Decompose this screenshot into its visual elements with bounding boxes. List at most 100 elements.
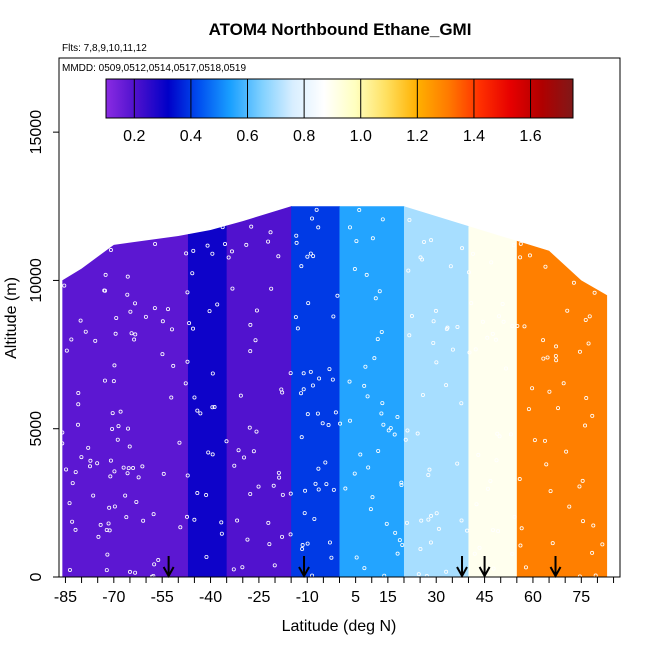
sample-point <box>126 466 131 471</box>
sample-point <box>67 501 72 506</box>
sample-point <box>204 554 209 559</box>
sample-point <box>79 455 84 460</box>
flight-arrows <box>162 556 562 579</box>
sample-point <box>141 518 146 523</box>
sample-point <box>404 520 409 525</box>
sample-point <box>212 405 217 410</box>
sample-point <box>67 567 72 572</box>
sample-point <box>271 483 276 488</box>
sample-point <box>363 364 368 369</box>
sample-point <box>151 512 156 517</box>
sample-point <box>490 331 495 336</box>
y-tick-label: 5000 <box>28 411 45 447</box>
sample-point <box>591 523 596 528</box>
sample-point <box>418 255 423 260</box>
sample-point <box>400 542 405 547</box>
sample-point <box>465 528 470 533</box>
sample-point <box>577 574 582 577</box>
colorbar-ticks: 0.2 0.4 0.6 0.8 1.0 1.2 1.4 1.6 <box>123 79 542 145</box>
sample-point <box>584 396 589 401</box>
sample-point <box>96 534 101 539</box>
sample-point <box>426 517 431 522</box>
sample-point <box>183 381 188 386</box>
sample-point <box>379 411 384 416</box>
sample-point <box>393 530 398 535</box>
sample-point <box>267 542 272 547</box>
sample-point <box>474 502 479 507</box>
sample-point <box>124 515 129 520</box>
sample-point <box>518 241 523 246</box>
sample-point <box>299 435 304 440</box>
sample-point <box>253 338 258 343</box>
sample-point <box>522 324 527 329</box>
sample-point <box>169 327 174 332</box>
sample-point <box>519 526 524 531</box>
sample-point <box>302 511 307 516</box>
sample-point <box>226 255 231 260</box>
sample-point <box>78 318 83 323</box>
sample-point <box>206 450 211 455</box>
sample-point <box>327 540 332 545</box>
sample-point <box>125 274 130 279</box>
sample-point <box>133 301 138 306</box>
sample-point <box>113 331 118 336</box>
sample-point <box>305 254 310 259</box>
sample-point <box>495 431 500 436</box>
sample-point <box>224 439 229 444</box>
sample-point <box>156 558 161 563</box>
x-tick-label: -85 <box>54 589 77 606</box>
sample-point <box>365 394 370 399</box>
sample-point <box>544 462 549 467</box>
sample-point <box>277 475 282 480</box>
sample-point <box>424 573 429 577</box>
sample-point <box>102 288 107 293</box>
sample-point <box>248 322 253 327</box>
sample-point <box>416 572 421 577</box>
curtain-region <box>468 206 518 577</box>
x-tick-label: -10 <box>296 589 319 606</box>
sample-point <box>380 217 385 222</box>
sample-point <box>245 537 250 542</box>
sample-point <box>422 239 427 244</box>
sample-point <box>347 379 352 384</box>
sample-point <box>489 260 494 265</box>
sample-point <box>392 432 397 437</box>
sample-point <box>527 253 532 258</box>
sample-point <box>105 552 110 557</box>
arrow-marker <box>549 556 562 579</box>
sample-point <box>399 483 404 488</box>
sample-point <box>310 216 315 221</box>
sample-point <box>347 418 352 423</box>
sample-point <box>294 233 299 238</box>
sample-point <box>577 484 582 489</box>
sample-point <box>433 308 438 313</box>
sample-point <box>121 465 126 470</box>
sample-point <box>434 511 439 516</box>
sample-point <box>450 347 455 352</box>
sample-point <box>254 429 259 434</box>
sample-point <box>126 426 131 431</box>
sample-point <box>354 555 359 560</box>
sample-point <box>327 367 332 372</box>
sample-point <box>93 338 98 343</box>
sample-point <box>550 541 555 546</box>
sample-point <box>352 267 357 272</box>
sample-point <box>229 249 234 254</box>
sample-point <box>293 315 298 320</box>
sample-point <box>129 331 134 336</box>
sample-point <box>136 475 141 480</box>
x-axis: -85 -70 -55 -40 -25 -10 5 15 30 45 60 75 <box>54 577 615 606</box>
sample-point <box>152 306 157 311</box>
sample-point <box>70 481 75 486</box>
sample-point <box>110 411 115 416</box>
sample-point <box>358 452 363 457</box>
sample-point <box>317 376 322 381</box>
sample-point <box>510 324 515 329</box>
sample-point <box>269 286 274 291</box>
sample-point <box>428 540 433 545</box>
sample-point <box>95 461 100 466</box>
x-tick-label: -55 <box>151 589 174 606</box>
sample-point <box>370 236 375 241</box>
sample-point <box>571 280 576 285</box>
